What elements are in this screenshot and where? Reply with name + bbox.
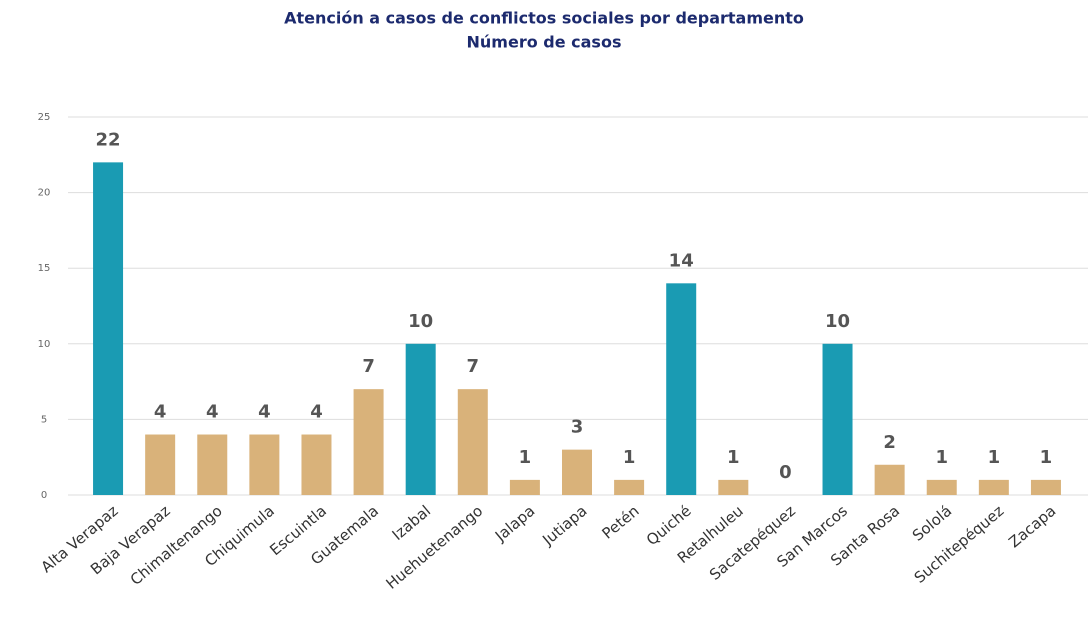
chart-subtitle: Número de casos — [467, 33, 622, 52]
data-label: 10 — [825, 311, 850, 332]
bar — [249, 434, 280, 495]
bar — [978, 479, 1009, 495]
y-tick-label: 20 — [38, 188, 51, 199]
x-tick-label: Zacapa — [1005, 502, 1059, 552]
data-label: 4 — [154, 402, 167, 423]
y-tick-label: 5 — [41, 414, 47, 425]
bar — [93, 162, 124, 496]
x-tick-label: Chimaltenango — [127, 502, 226, 589]
data-label: 1 — [623, 447, 636, 468]
data-label: 7 — [362, 356, 375, 377]
data-label: 2 — [883, 432, 896, 453]
data-label: 14 — [669, 250, 694, 271]
bar — [145, 434, 176, 495]
x-tick-label: Petén — [599, 502, 643, 543]
data-label: 4 — [206, 402, 219, 423]
x-tick-label: Jutiapa — [538, 502, 590, 550]
bar — [405, 343, 436, 495]
x-tick-label: Suchitepéquez — [911, 502, 1008, 587]
y-tick-label: 25 — [38, 112, 51, 123]
bar — [926, 479, 957, 495]
data-label: 1 — [519, 447, 532, 468]
data-label: 1 — [1040, 447, 1053, 468]
data-label: 4 — [310, 402, 323, 423]
bar — [666, 283, 697, 495]
bar — [874, 464, 905, 495]
bar — [197, 434, 228, 495]
data-label: 1 — [935, 447, 948, 468]
y-tick-label: 15 — [38, 263, 51, 274]
data-label: 22 — [96, 129, 121, 150]
bar — [614, 479, 645, 495]
y-tick-label: 10 — [38, 339, 51, 350]
data-label: 1 — [988, 447, 1001, 468]
bar — [822, 343, 853, 495]
data-label: 3 — [571, 417, 584, 438]
bar — [457, 389, 488, 495]
data-label: 10 — [408, 311, 433, 332]
bar — [718, 479, 749, 495]
bar — [509, 479, 540, 495]
chart-title: Atención a casos de conflictos sociales … — [284, 9, 804, 28]
bar — [562, 449, 592, 495]
bar — [301, 434, 332, 495]
x-tick-label: Jalapa — [491, 502, 538, 546]
y-tick-label: 0 — [41, 490, 47, 501]
data-label: 7 — [467, 356, 480, 377]
x-tick-label: Huehuetenango — [383, 502, 487, 593]
data-label: 4 — [258, 402, 271, 423]
bar — [1030, 479, 1061, 495]
bar — [353, 389, 384, 495]
x-tick-label: Izabal — [389, 502, 435, 544]
data-label: 0 — [779, 462, 792, 483]
data-label: 1 — [727, 447, 740, 468]
x-tick-label: Sololá — [909, 502, 955, 545]
